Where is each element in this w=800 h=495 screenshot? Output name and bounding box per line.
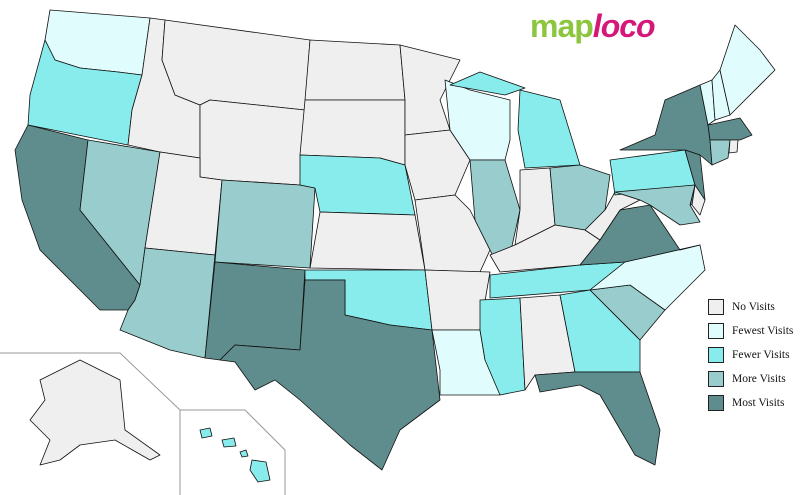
legend-item-fewer: Fewer Visits bbox=[708, 343, 793, 367]
state-az bbox=[119, 247, 216, 359]
logo-part2: loco bbox=[592, 8, 656, 44]
state-hi bbox=[249, 459, 271, 483]
state-ga bbox=[559, 289, 641, 373]
state-wi bbox=[444, 79, 511, 161]
legend-swatch bbox=[708, 299, 724, 315]
legend-item-none: No Visits bbox=[708, 295, 793, 319]
legend: No Visits Fewest Visits Fewer Visits Mor… bbox=[708, 295, 793, 415]
state-ma bbox=[707, 117, 753, 141]
legend-swatch bbox=[708, 323, 724, 339]
state-hi bbox=[199, 427, 213, 439]
hawaii-inset-border bbox=[180, 409, 286, 495]
legend-label: Most Visits bbox=[732, 397, 785, 409]
legend-label: More Visits bbox=[732, 373, 786, 385]
state-tx bbox=[219, 279, 441, 471]
maploco-logo: maploco bbox=[530, 8, 656, 45]
state-hi bbox=[239, 449, 249, 458]
legend-item-fewest: Fewest Visits bbox=[708, 319, 793, 343]
state-co bbox=[214, 179, 316, 269]
state-ri bbox=[728, 139, 739, 154]
legend-swatch bbox=[708, 347, 724, 363]
state-mi bbox=[449, 71, 526, 96]
state-ct bbox=[709, 139, 731, 166]
legend-swatch bbox=[708, 395, 724, 411]
logo-part1: map bbox=[530, 8, 594, 44]
state-ks bbox=[309, 211, 426, 271]
state-nm bbox=[204, 261, 306, 361]
state-mi bbox=[517, 89, 581, 169]
state-ak bbox=[29, 359, 161, 466]
state-ne bbox=[299, 154, 416, 216]
state-de bbox=[691, 184, 706, 216]
legend-label: Fewest Visits bbox=[732, 325, 794, 337]
state-wy bbox=[199, 99, 306, 186]
legend-label: No Visits bbox=[732, 301, 775, 313]
state-me bbox=[719, 24, 776, 116]
legend-label: Fewer Visits bbox=[732, 349, 790, 361]
state-nd bbox=[304, 39, 406, 101]
state-fl bbox=[534, 371, 661, 466]
state-hi bbox=[221, 437, 237, 448]
legend-item-most: Most Visits bbox=[708, 391, 793, 415]
legend-item-more: More Visits bbox=[708, 367, 793, 391]
alaska-inset-border bbox=[0, 352, 181, 495]
state-mt bbox=[161, 19, 311, 111]
legend-swatch bbox=[708, 371, 724, 387]
